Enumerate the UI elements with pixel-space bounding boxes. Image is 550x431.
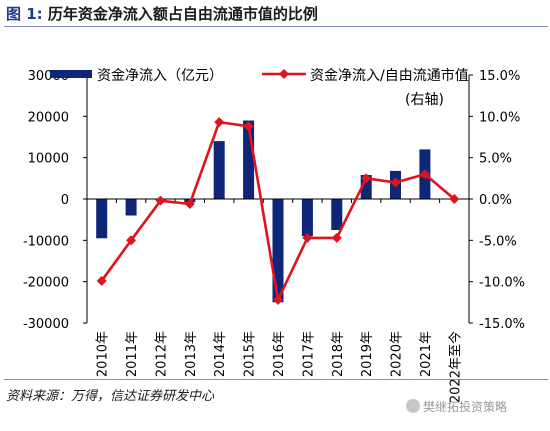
bar-7 [272, 199, 284, 303]
left-tick-label: 0 [61, 193, 69, 208]
right-tick-label: 5.0% [479, 152, 512, 167]
ratio-point-8 [302, 232, 313, 243]
x-tick-label: 2010年 [96, 331, 111, 377]
left-tick-label: -10000 [23, 234, 69, 249]
source-note: 资料来源：万得，信达证券研发中心 [6, 389, 215, 404]
bar-10 [360, 175, 372, 199]
bar-6 [243, 120, 255, 199]
bar-5 [213, 141, 225, 199]
x-tick-label: 2015年 [243, 331, 258, 377]
right-tick-label: 15.0% [479, 69, 520, 84]
ratio-point-11 [390, 177, 401, 188]
footer-divider [4, 379, 548, 380]
bar-2 [125, 199, 137, 216]
x-tick-label: 2022年至今 [447, 331, 463, 403]
right-tick-label: -10.0% [479, 276, 525, 291]
right-tick-label: -5.0% [479, 234, 517, 249]
legend-line-marker [279, 69, 289, 79]
bar-8 [301, 199, 313, 237]
ratio-point-9 [331, 232, 342, 243]
ratio-point-4 [184, 198, 195, 209]
ratio-point-5 [214, 117, 225, 128]
bar-9 [331, 199, 343, 230]
x-tick-label: 2012年 [154, 331, 169, 377]
ratio-point-12 [419, 169, 430, 180]
ratio-point-2 [126, 235, 137, 246]
left-tick-label: -20000 [23, 276, 69, 291]
legend-bar-label: 资金净流入（亿元） [97, 68, 223, 84]
x-tick-label: 2016年 [272, 331, 287, 377]
x-tick-label: 2014年 [213, 331, 228, 377]
right-tick-label: -15.0% [479, 317, 525, 332]
ratio-point-13 [449, 194, 460, 204]
x-tick-label: 2011年 [125, 331, 140, 377]
figure-title-text: 历年资金净流入额占自由流通市值的比例 [47, 5, 318, 23]
ratio-point-3 [155, 195, 166, 206]
x-tick-label: 2013年 [184, 331, 199, 377]
legend-axis-note: (右轴) [405, 92, 444, 108]
ratio-point-10 [361, 173, 372, 184]
watermark-text: 樊继拓投资策略 [423, 400, 508, 414]
bar-1 [96, 199, 108, 239]
x-tick-label: 2020年 [390, 331, 405, 377]
ratio-point-7 [273, 294, 283, 305]
figure-label: 图 1: [6, 5, 43, 23]
ratio-point-1 [96, 275, 107, 286]
ratio-point-6 [243, 121, 254, 132]
left-tick-label: 20000 [28, 110, 69, 125]
x-tick-label: 2019年 [360, 331, 375, 377]
right-tick-label: 10.0% [479, 110, 520, 125]
right-tick-label: 0.0% [479, 193, 512, 208]
x-tick-label: 2018年 [331, 331, 346, 377]
legend-line-label: 资金净流入/自由流通市值 [310, 67, 469, 84]
x-tick-label: 2021年 [419, 331, 434, 377]
watermark: 樊继拓投资策略 [406, 398, 507, 415]
title-divider [4, 26, 548, 27]
left-tick-label: -30000 [23, 317, 69, 332]
legend-bar-swatch [50, 70, 92, 78]
left-tick-label: 10000 [28, 152, 69, 167]
figure-title: 图 1: 历年资金净流入额占自由流通市值的比例 [6, 3, 318, 24]
x-tick-label: 2017年 [301, 331, 316, 377]
wechat-icon [406, 399, 420, 413]
